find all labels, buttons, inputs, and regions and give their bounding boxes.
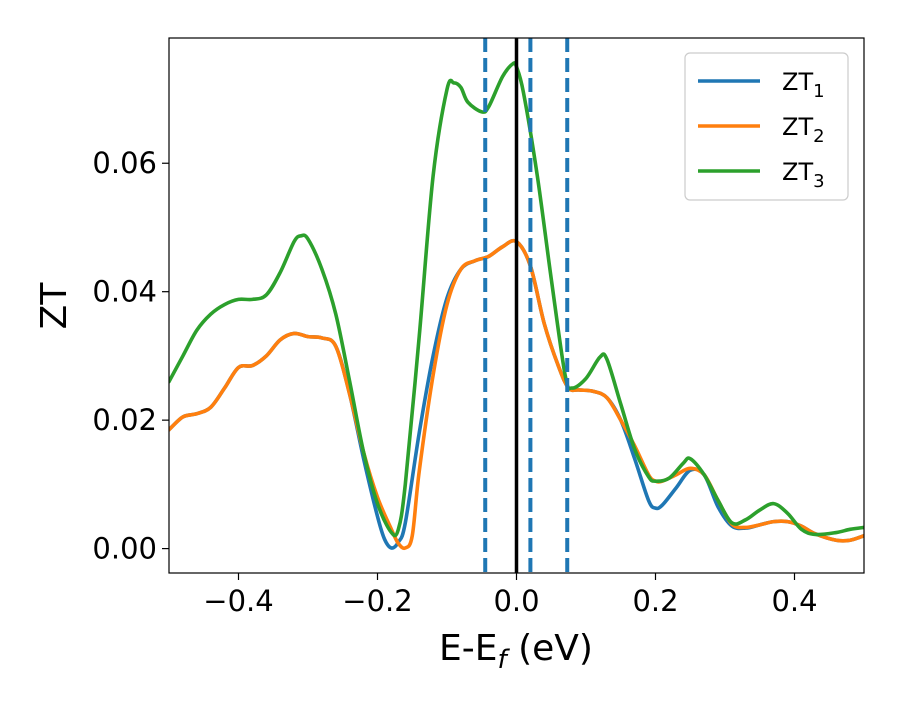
- y-tick-label: 0.00: [92, 532, 157, 566]
- legend-label-3: ZT3: [782, 158, 825, 192]
- legend: ZT1 ZT2 ZT3: [684, 52, 849, 201]
- x-axis-label-unit: (eV): [507, 628, 593, 669]
- x-tick-label: 0.0: [493, 584, 539, 618]
- plot-area: [169, 38, 864, 573]
- legend-label-subscript: 2: [813, 126, 824, 147]
- x-tick-label: −0.2: [342, 584, 412, 618]
- legend-label-2: ZT2: [782, 113, 825, 147]
- y-tick-label: 0.04: [92, 275, 157, 309]
- series-line-3: [169, 60, 864, 538]
- legend-label-1: ZT1: [782, 68, 825, 102]
- y-tick-label: 0.02: [92, 403, 157, 437]
- x-axis: −0.4 −0.2 0.0 0.2 0.4: [203, 573, 818, 618]
- legend-label-subscript: 3: [813, 171, 824, 192]
- legend-label-subscript: 1: [813, 81, 824, 102]
- x-tick-label: 0.4: [771, 584, 817, 618]
- x-tick-label: 0.2: [632, 584, 678, 618]
- y-axis: 0.00 0.02 0.04 0.06: [92, 146, 169, 566]
- y-axis-label: ZT: [34, 282, 75, 330]
- x-tick-label: −0.4: [203, 584, 273, 618]
- x-axis-label: E-Ef (eV): [439, 628, 593, 675]
- y-tick-label: 0.06: [92, 146, 157, 180]
- legend-box: [684, 52, 849, 201]
